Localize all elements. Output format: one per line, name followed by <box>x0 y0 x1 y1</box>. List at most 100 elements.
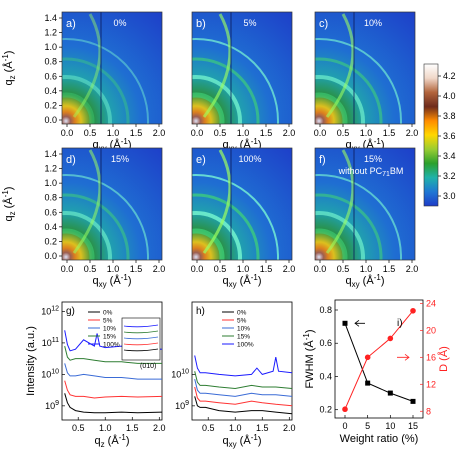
legend-label: 10% <box>237 326 250 333</box>
diffraction-ring <box>62 211 112 260</box>
panel-label: 15% <box>364 154 382 164</box>
panel-label: 0% <box>113 18 126 28</box>
panel-label: 100% <box>238 154 261 164</box>
line-plot-g: 0.5 1.0 1.5 2.0 109 1010 1011 1012 g) 0%5%10%15%1… <box>25 301 166 449</box>
colorbar: 4.2 4.0 3.8 3.6 3.4 3.2 3.0 <box>423 63 456 207</box>
data-point <box>387 390 393 396</box>
right-y-tick-label: 24 <box>426 298 436 308</box>
y-tick-label: 0.2 <box>319 405 332 415</box>
x-tick-label: 0.5 <box>337 128 350 138</box>
inset-label: (010) <box>140 363 156 370</box>
diffraction-ring <box>192 228 225 260</box>
diffraction-ring <box>192 92 225 124</box>
diffraction-ring <box>192 193 260 260</box>
panel-label: 5% <box>243 18 256 28</box>
x-tick-label: 0.0 <box>314 128 327 138</box>
series-line <box>64 345 162 364</box>
diffraction-ring <box>192 38 279 124</box>
panel-letter: f) <box>319 154 326 166</box>
heatmap-panels: a) 0% 0.0 0.5 1.0 1.5 2.0 0.0 0.2 0.4 0.6 0.8 1.0 1.2… <box>1 11 418 289</box>
diffraction-ring <box>192 174 279 260</box>
x-tick-label: 2.0 <box>283 128 296 138</box>
y-tick-label: 0.2 <box>44 236 57 246</box>
scattering-arc <box>325 13 355 118</box>
colorbar-gradient <box>423 63 439 207</box>
x-tick-label: 0.5 <box>84 264 97 274</box>
x-tick-label: 1.5 <box>383 264 396 274</box>
heatmap-intensity <box>315 12 415 124</box>
x-tick-label: 0.0 <box>61 264 74 274</box>
y-tick-label: 1.0 <box>44 178 57 188</box>
x-tick-label: 1.0 <box>237 264 250 274</box>
qxy-axis-label: qxy (Å-1) <box>346 273 385 289</box>
inset-series-line <box>123 324 159 328</box>
panel-label: 10% <box>364 18 382 28</box>
right-y-tick-label: 8 <box>426 406 431 416</box>
x-axis-label: Weight ratio (%) <box>340 433 419 445</box>
diffraction-ring <box>62 92 95 124</box>
inset-series-line <box>123 348 159 352</box>
x-tick-label: 0.5 <box>337 264 350 274</box>
data-point <box>410 398 416 404</box>
y-tick-label: 0.6 <box>44 71 57 81</box>
x-tick-label: 0.5 <box>72 423 85 433</box>
y-tick-label: 109 <box>175 400 189 411</box>
right-axis-arrow <box>397 353 410 361</box>
series-line <box>194 396 293 415</box>
y-tick-label: 1011 <box>42 337 59 348</box>
scattering-arc <box>325 149 355 254</box>
heatmap-panel: a) 0% 0.0 0.5 1.0 1.5 2.0 0.0 0.2 0.4 0.6 0.8 1.0 1.2… <box>1 11 165 153</box>
heatmap-intensity <box>315 148 415 260</box>
y-tick-label: 1012 <box>41 305 59 316</box>
qxy-axis-label: qxy (Å-1) <box>93 273 132 289</box>
diffraction-ring <box>62 193 130 260</box>
diffraction-ring <box>192 57 260 124</box>
panel-letter: h) <box>196 306 205 317</box>
panel-letter: i) <box>397 318 403 329</box>
series-line <box>344 323 414 402</box>
inset-series-line <box>123 330 159 334</box>
y-tick-label: 0.8 <box>44 57 57 67</box>
heatmap-frame <box>314 11 416 125</box>
panel-letter: d) <box>66 154 76 166</box>
y-tick-label: 0.6 <box>44 207 57 217</box>
x-tick-label: 0.0 <box>191 264 204 274</box>
legend-label: 10% <box>103 326 116 333</box>
panel-label: 15% <box>111 154 129 164</box>
diffraction-ring <box>315 193 383 260</box>
y-tick-label: 0.8 <box>44 193 57 203</box>
x-tick-label: 5 <box>365 421 370 431</box>
legend-label: 100% <box>103 342 120 349</box>
x-tick-label: 1.5 <box>260 264 273 274</box>
y-tick-label: 1010 <box>171 368 189 379</box>
x-tick-label: 15 <box>408 421 418 431</box>
y-tick-label: 0.4 <box>319 371 332 381</box>
series-line <box>64 380 163 399</box>
diffraction-ring <box>62 57 130 124</box>
panel-letter: c) <box>319 18 328 30</box>
series-line <box>194 371 293 390</box>
x-tick-label: 1.0 <box>99 423 112 433</box>
legend-label: 15% <box>237 334 250 341</box>
y-tick-label: 0.4 <box>44 222 57 232</box>
y-tick-label: 109 <box>45 400 59 411</box>
y-tick-label: 1.4 <box>44 149 57 159</box>
panel-letter: a) <box>66 18 76 30</box>
x-tick-label: 0.0 <box>191 128 204 138</box>
x-tick-label: 1.5 <box>260 128 273 138</box>
y-tick-label: 1.2 <box>44 28 57 38</box>
x-tick-label: 10 <box>385 421 395 431</box>
heatmap-intensity <box>192 148 292 260</box>
heatmap-panel: e) 100% 0.0 0.5 1.0 1.5 2.0 qxy (Å-1) <box>191 147 295 289</box>
x-tick-label: 0.0 <box>61 128 74 138</box>
diffraction-ring <box>315 57 383 124</box>
series-line <box>194 386 293 407</box>
x-tick-label: 1.5 <box>130 128 143 138</box>
heatmap-frame <box>61 147 163 261</box>
heatmap-intensity <box>62 148 162 260</box>
x-tick-label: 0.5 <box>202 423 215 433</box>
qz-axis-label: qz (Å-1) <box>1 187 17 222</box>
right-y-tick-label: 16 <box>426 352 436 362</box>
